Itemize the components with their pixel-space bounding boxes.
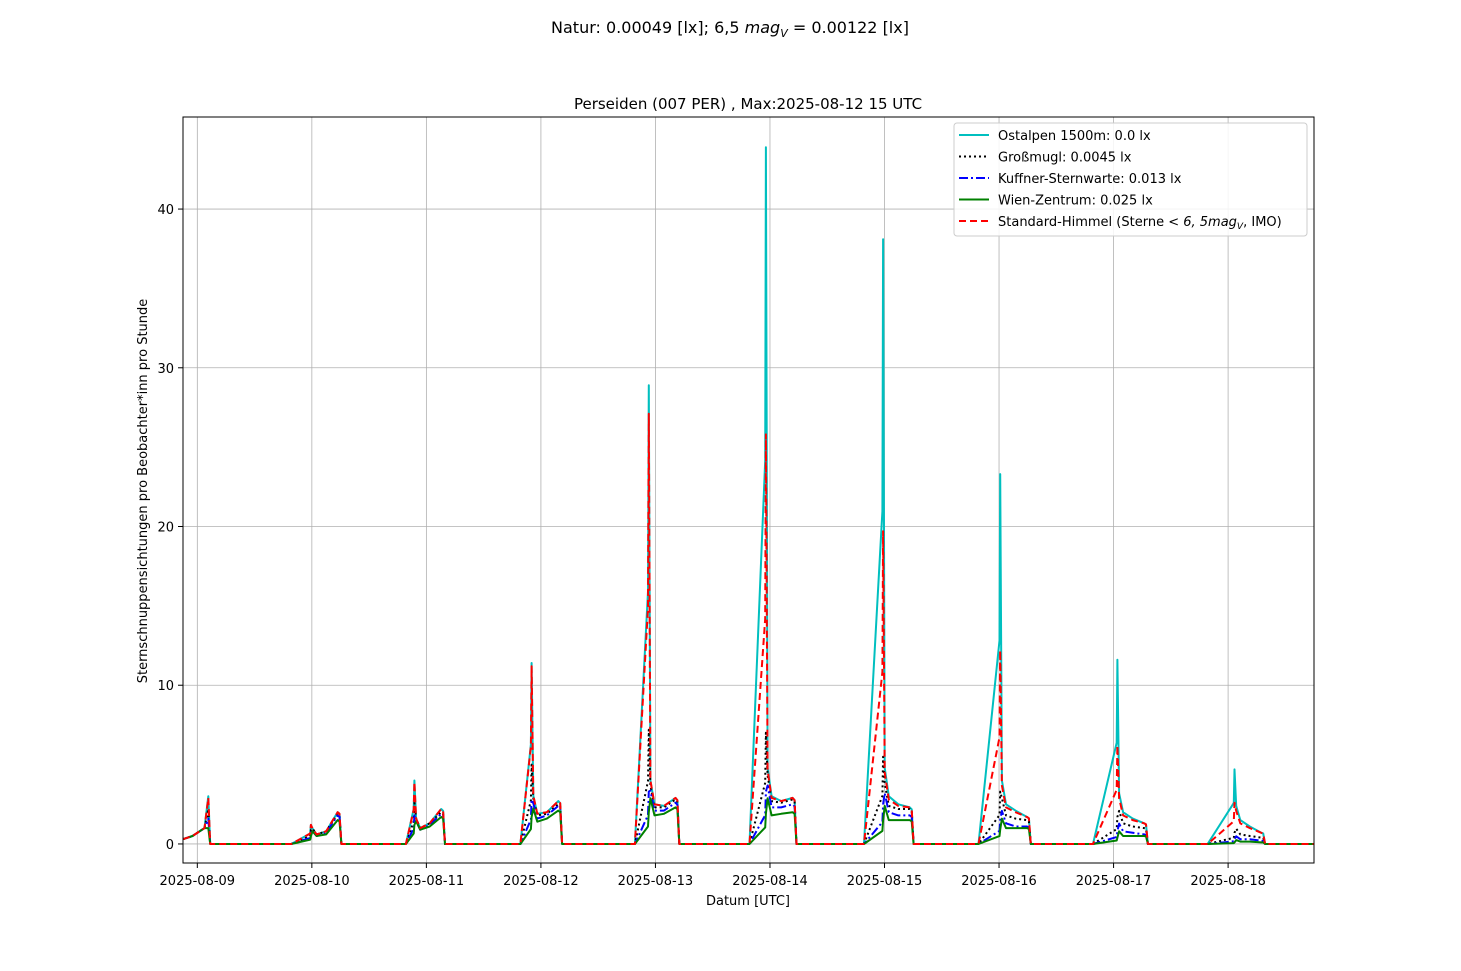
x-axis-label: Datum [UTC] [706,894,790,909]
legend-entry: Großmugl: 0.0045 lx [998,151,1132,166]
plot-area [183,117,1314,863]
chart-title: Perseiden (007 PER) , Max:2025-08-12 15 … [574,95,922,113]
x-tick-label: 2025-08-16 [961,874,1037,889]
y-tick-label: 10 [157,679,174,694]
x-axis-ticks: 2025-08-09 2025-08-10 2025-08-11 2025-08-12… [160,863,1266,889]
x-tick-label: 2025-08-15 [847,874,923,889]
figure-suptitle: Natur: 0.00049 [lx]; 6,5 magV = 0.00122 … [551,18,909,40]
x-tick-label: 2025-08-12 [503,874,579,889]
y-tick-label: 30 [157,362,174,377]
y-axis-ticks: 0 10 20 30 40 [157,203,183,853]
series-line-4 [182,412,1314,845]
x-tick-label: 2025-08-14 [732,874,808,889]
legend: Ostalpen 1500m: 0.0 lx Großmugl: 0.0045 l… [953,122,1308,237]
y-tick-label: 40 [157,203,174,218]
x-tick-label: 2025-08-09 [160,874,236,889]
x-tick-label: 2025-08-11 [389,874,465,889]
x-tick-label: 2025-08-18 [1190,874,1266,889]
legend-box [953,122,1308,237]
series-lines [182,146,1314,845]
legend-entry: Ostalpen 1500m: 0.0 lx [998,129,1151,144]
x-tick-label: 2025-08-10 [274,874,350,889]
plot-frame [182,116,1315,864]
legend-entry: Wien-Zentrum: 0.025 lx [998,194,1153,209]
legend-entry: Standard-Himmel (Sterne < 6, 5magV, IMO) [998,215,1282,232]
legend-entry: Kuffner-Sternwarte: 0.013 lx [998,172,1182,187]
x-tick-label: 2025-08-13 [618,874,694,889]
y-tick-label: 0 [166,838,174,853]
y-tick-label: 20 [157,521,174,536]
x-tick-label: 2025-08-17 [1076,874,1152,889]
y-axis-label: Sternschnuppensichtungen pro Beobachter*… [136,299,151,684]
